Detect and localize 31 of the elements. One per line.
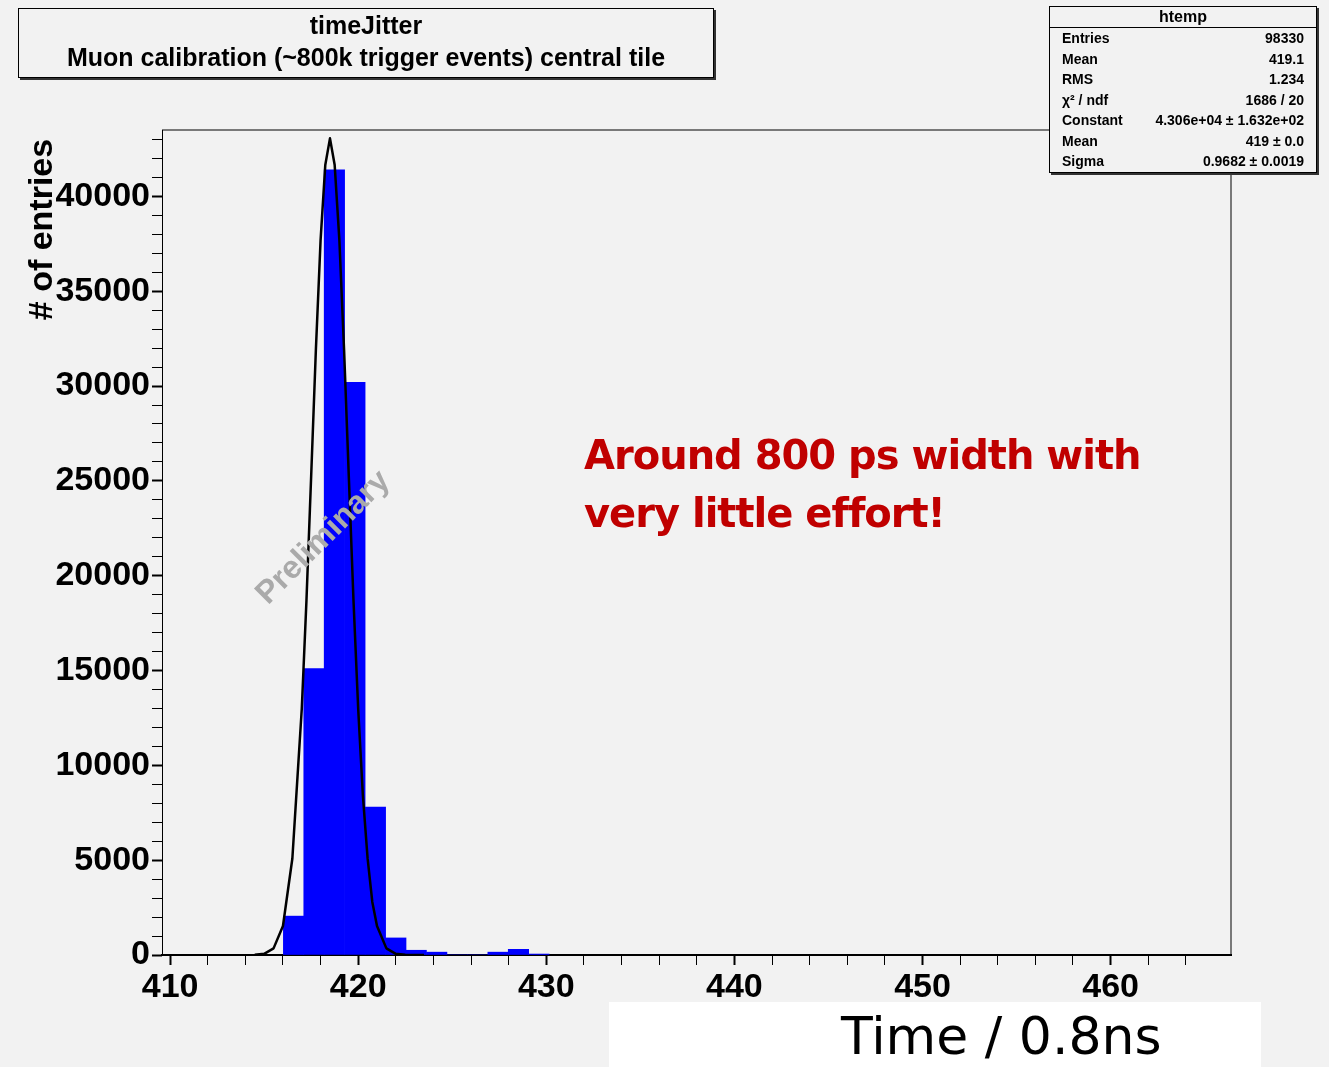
text: htemp [1050,7,1316,28]
annotation: 0.9682 ± 0.0019 [1202,152,1304,171]
annotation: Mean [1062,131,1098,151]
chart-subtitle: Muon calibration (~800k trigger events) central tile [65,42,667,73]
x-tick-label: 460 [1082,965,1139,1004]
text: Constant [1062,111,1123,130]
x-tick-label: 440 [706,965,763,1004]
text: 98330 [1265,29,1304,48]
y-tick-label: 10000 [55,743,150,782]
text: 4.306e+04 ± 1.632e+02 [1155,111,1304,130]
y-tick-label: 25000 [55,459,150,498]
x-tick-label: 430 [517,965,575,1004]
text: RMS [1062,70,1094,89]
annotation: Sigma [1062,152,1105,171]
y-tick-label: 5000 [74,838,150,877]
x-tick-label: 450 [894,965,951,1004]
annotation: Around 800 ps width with very little effort! [584,431,1142,538]
y-tick-label: 40000 [55,174,150,213]
text: 419 ± 0.0 [1245,131,1304,151]
text: χ² / ndf [1062,90,1109,110]
text: Entries [1062,29,1110,48]
text: 1686 / 20 [1245,90,1304,110]
text: 419.1 [1268,49,1304,69]
y-tick-label: 20000 [55,554,150,593]
y-tick-label: 15000 [55,648,150,687]
y-tick-label: 30000 [55,364,150,403]
x-tick-label: 420 [329,965,387,1004]
text: 1.234 [1268,70,1304,89]
x-axis-title: Time / 0.8ns [841,1006,1162,1066]
chart-title: timeJitter [308,10,424,41]
text: Mean [1062,49,1098,69]
